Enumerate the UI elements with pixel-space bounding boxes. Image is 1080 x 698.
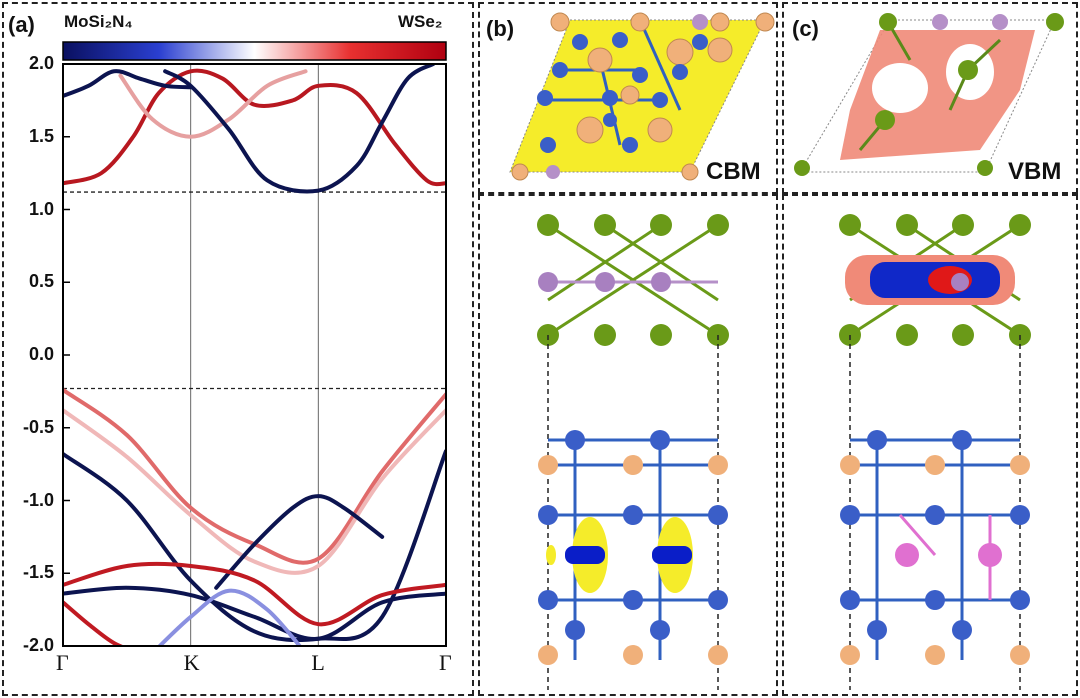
band-structure-chart	[62, 41, 447, 647]
panel-a	[2, 2, 474, 696]
cbm-label: CBM	[706, 158, 761, 185]
panel-b-bottom	[478, 194, 778, 696]
panel-c-label: (c)	[792, 16, 819, 41]
y-tick-label: 2.0	[28, 53, 54, 73]
colorbar	[62, 41, 447, 61]
vbm-mosi2n4-side-view	[840, 430, 1030, 665]
y-tick-label: -0.5	[22, 416, 54, 437]
panel-c-top	[782, 2, 1078, 194]
x-tick-label: Γ	[56, 650, 69, 675]
band-line	[63, 387, 446, 565]
band-line	[118, 69, 308, 139]
band-line	[63, 600, 126, 646]
band-line	[163, 64, 436, 194]
vbm-top-view	[794, 13, 1064, 176]
y-tick-label: 0.0	[28, 344, 54, 364]
x-tick-label: K	[183, 650, 200, 675]
band-line	[63, 408, 446, 575]
band-line	[63, 585, 446, 641]
cbm-top-view	[509, 12, 775, 181]
x-tick-label: Γ	[439, 650, 452, 675]
y-tick-label: 1.5	[28, 125, 54, 146]
vbm-wse2-side-view	[839, 214, 1031, 346]
x-tick-label: L	[311, 650, 325, 675]
y-tick-label: 1.0	[28, 198, 54, 219]
y-tick-label: -1.0	[22, 489, 54, 510]
band-line	[214, 494, 385, 590]
plot-frame	[62, 63, 447, 647]
cbm-wse2-side-view	[537, 214, 729, 346]
vbm-label: VBM	[1008, 158, 1062, 185]
panel-c-bottom	[782, 194, 1078, 696]
band-line	[63, 68, 446, 187]
colorbar-right-label: WSe₂	[398, 12, 443, 31]
panel-a-label: (a)	[8, 12, 35, 37]
cbm-mosi2n4-side-view	[538, 430, 728, 665]
panel-b-label: (b)	[486, 16, 515, 41]
band-line	[63, 561, 446, 627]
y-tick-label: 0.5	[28, 271, 54, 292]
band-line	[156, 588, 303, 646]
y-tick-label: -1.5	[22, 562, 54, 583]
colorbar-left-label: MoSi₂N₄	[64, 12, 133, 31]
panel-b-top	[478, 2, 778, 194]
y-tick-label: -2.0	[22, 635, 54, 655]
band-line	[63, 69, 193, 99]
